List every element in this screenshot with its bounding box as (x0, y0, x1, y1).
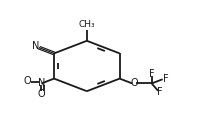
Text: F: F (149, 69, 154, 79)
Text: CH₃: CH₃ (79, 20, 95, 29)
Text: N: N (32, 41, 40, 51)
Text: N: N (38, 78, 45, 88)
Text: F: F (163, 74, 168, 84)
Text: O: O (23, 76, 31, 86)
Text: O: O (131, 78, 138, 88)
Text: F: F (157, 87, 162, 97)
Text: O: O (38, 89, 45, 99)
